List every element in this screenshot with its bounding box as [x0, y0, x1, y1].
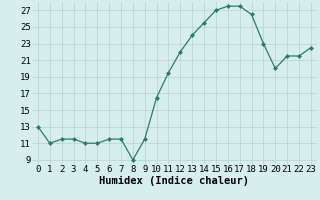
X-axis label: Humidex (Indice chaleur): Humidex (Indice chaleur) — [100, 176, 249, 186]
